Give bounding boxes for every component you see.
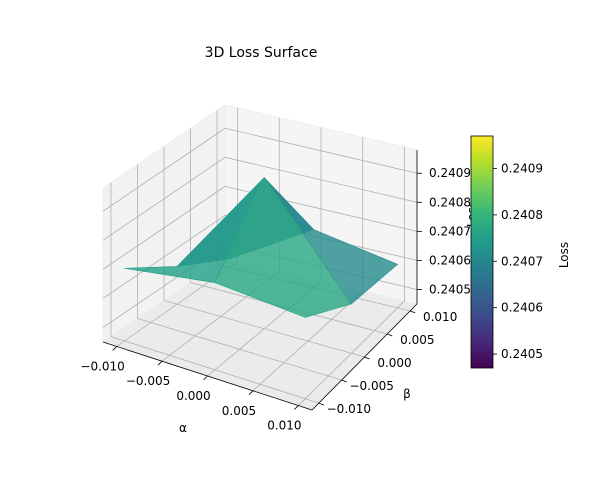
y-tick-label: −0.005: [349, 379, 393, 393]
z-gridline-left: [102, 215, 226, 299]
y-tick-label: 0.005: [400, 333, 434, 347]
colorbar-tick-label: 0.2406: [501, 301, 543, 315]
x-tick-mark: [294, 405, 299, 410]
z-tick-label: 0.2409: [429, 166, 471, 180]
z-gridline-left: [102, 156, 226, 241]
loss-surface: [124, 177, 399, 318]
y-tick-mark: [341, 379, 347, 383]
z-tick-label: 0.2408: [429, 195, 471, 209]
z-tick-label: 0.2405: [429, 282, 471, 296]
y-gridline-floor: [163, 300, 365, 358]
y-gridline-floor: [137, 318, 342, 381]
y-tick-mark: [387, 333, 393, 337]
z-gridline-left: [102, 186, 226, 270]
x-tick-label: 0.010: [267, 419, 301, 433]
x-tick-label: 0.000: [176, 389, 210, 403]
colorbar-tick-label: 0.2407: [501, 254, 543, 268]
colorbar-ticks: 0.2405 0.2406 0.2407 0.2408 0.2409: [493, 161, 543, 361]
z-gridline-left: [102, 127, 226, 212]
z-axis-ticks: 0.2405 0.2406 0.2407 0.2408 0.2409: [417, 166, 471, 296]
x-tick-mark: [248, 390, 254, 396]
y-tick-label: 0.000: [377, 356, 411, 370]
y-axis-label: β: [403, 387, 411, 401]
colorbar: [470, 135, 494, 369]
x-tick-label: −0.010: [80, 359, 124, 373]
chart-title: 3D Loss Surface: [205, 45, 318, 61]
z-gridline-back: [224, 127, 418, 174]
x-tick-label: 0.005: [222, 404, 256, 418]
x-tick-label: −0.005: [126, 374, 170, 388]
colorbar-label: Loss: [557, 242, 571, 268]
y-gridline-floor: [110, 336, 319, 404]
z-tick-label: 0.2407: [429, 224, 471, 238]
colorbar-tick-label: 0.2409: [501, 161, 543, 175]
x-tick-mark: [157, 360, 163, 366]
y-tick-mark: [410, 310, 416, 314]
x-tick-mark: [112, 346, 117, 351]
y-tick-mark: [318, 402, 324, 406]
x-axis-label: α: [179, 421, 187, 435]
y-axis-ticks: −0.010 −0.005 0.000 0.005 0.010: [318, 310, 457, 416]
z-gridline-back: [224, 156, 418, 203]
colorbar-tick-label: 0.2405: [501, 347, 543, 361]
x-tick-mark: [203, 375, 208, 381]
z-tick-label: 0.2406: [429, 253, 471, 267]
y-tick-label: −0.010: [327, 402, 371, 416]
surface-patch: [214, 177, 352, 318]
y-tick-label: 0.010: [423, 310, 457, 324]
y-tick-mark: [364, 356, 370, 360]
colorbar-tick-label: 0.2408: [501, 208, 543, 222]
x-axis-ticks: −0.010−0.005 0.000 0.005 0.010: [80, 346, 302, 433]
